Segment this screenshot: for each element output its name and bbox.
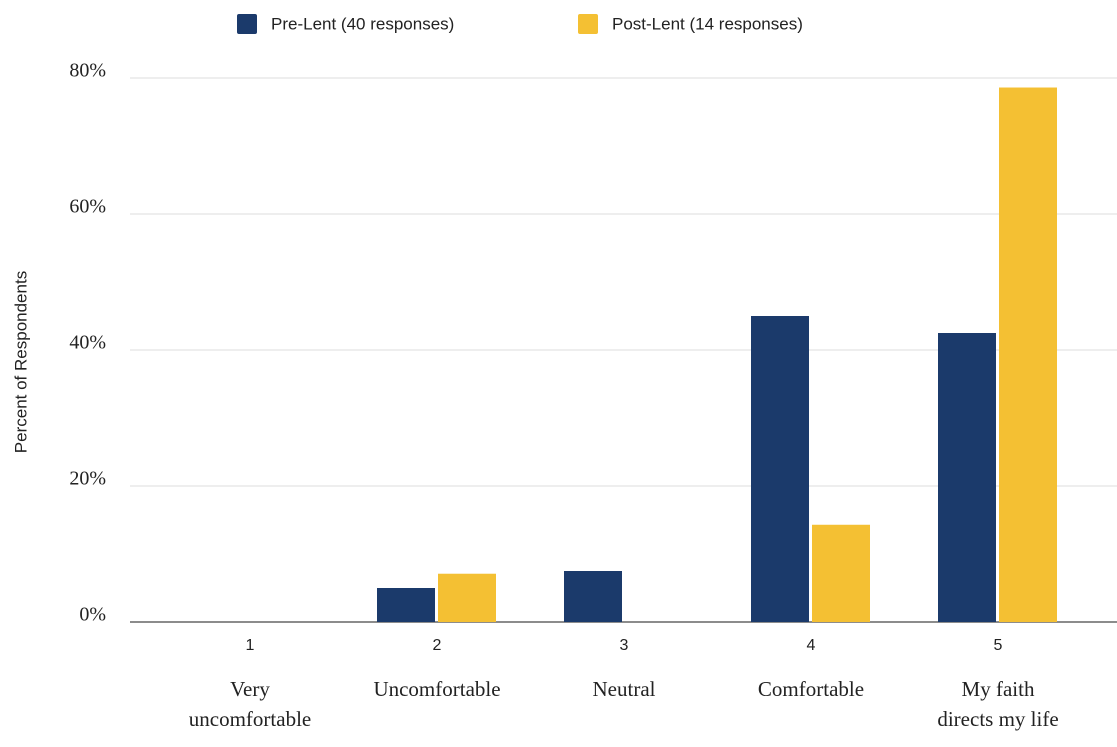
x-tick-label: 2 (433, 637, 442, 654)
x-tick-label: 3 (620, 637, 629, 654)
category-description: Neutral (593, 677, 656, 701)
y-tick-label: 40% (69, 332, 106, 354)
y-tick-label: 60% (69, 196, 106, 218)
legend-swatch (578, 14, 598, 34)
bar (438, 573, 496, 622)
bar (938, 333, 996, 622)
y-tick-label: 80% (69, 60, 106, 82)
y-tick-label: 0% (79, 604, 106, 626)
category-description: Uncomfortable (373, 677, 500, 701)
category-description: Very (230, 677, 270, 701)
legend-label: Pre-Lent (40 responses) (271, 14, 454, 33)
x-tick-label: 1 (246, 637, 255, 654)
bar (564, 571, 622, 622)
bar (751, 316, 809, 622)
category-description: directs my life (937, 707, 1058, 731)
bar (377, 588, 435, 622)
category-description: My faith (962, 677, 1035, 701)
y-tick-label: 20% (69, 468, 106, 490)
category-description: uncomfortable (189, 707, 311, 731)
legend-swatch (237, 14, 257, 34)
bar (999, 87, 1057, 622)
bar (812, 524, 870, 622)
legend-label: Post-Lent (14 responses) (612, 14, 803, 33)
category-description: Comfortable (758, 677, 864, 701)
x-tick-label: 4 (807, 637, 816, 654)
x-tick-label: 5 (994, 637, 1003, 654)
y-axis-title: Percent of Respondents (11, 271, 30, 453)
